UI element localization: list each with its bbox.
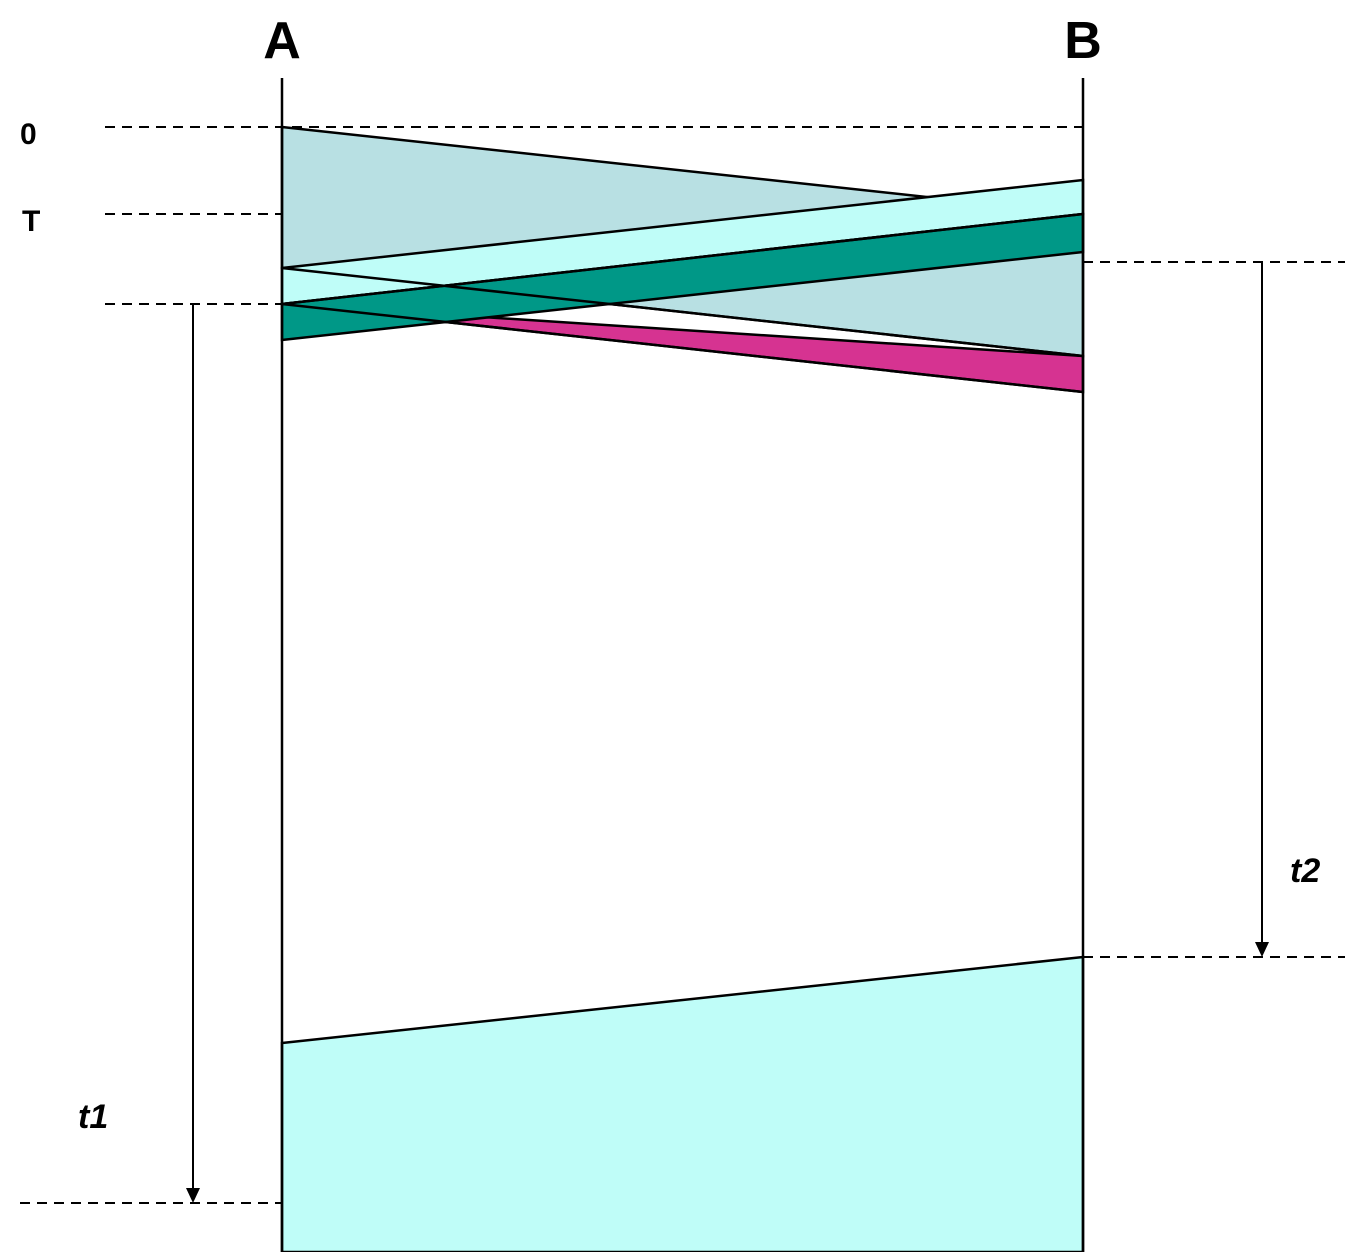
frame-b-to-a-second-top-edge [281, 212, 1084, 306]
t2-label: t2 [1290, 852, 1320, 890]
frame-a-to-b-overlap-edge [281, 266, 1084, 358]
frame-b-to-a-late [280, 955, 1085, 1252]
station-a-label: A [263, 12, 301, 70]
t1-arrowhead-icon [186, 1188, 200, 1203]
time-t-label: T [22, 205, 40, 238]
time-0-label: 0 [20, 118, 37, 151]
station-b-label: B [1064, 12, 1102, 70]
frame-a-to-b-second-top-edge [281, 302, 1084, 394]
t1-label: t1 [78, 1098, 108, 1136]
t2-arrowhead-icon [1255, 942, 1269, 957]
